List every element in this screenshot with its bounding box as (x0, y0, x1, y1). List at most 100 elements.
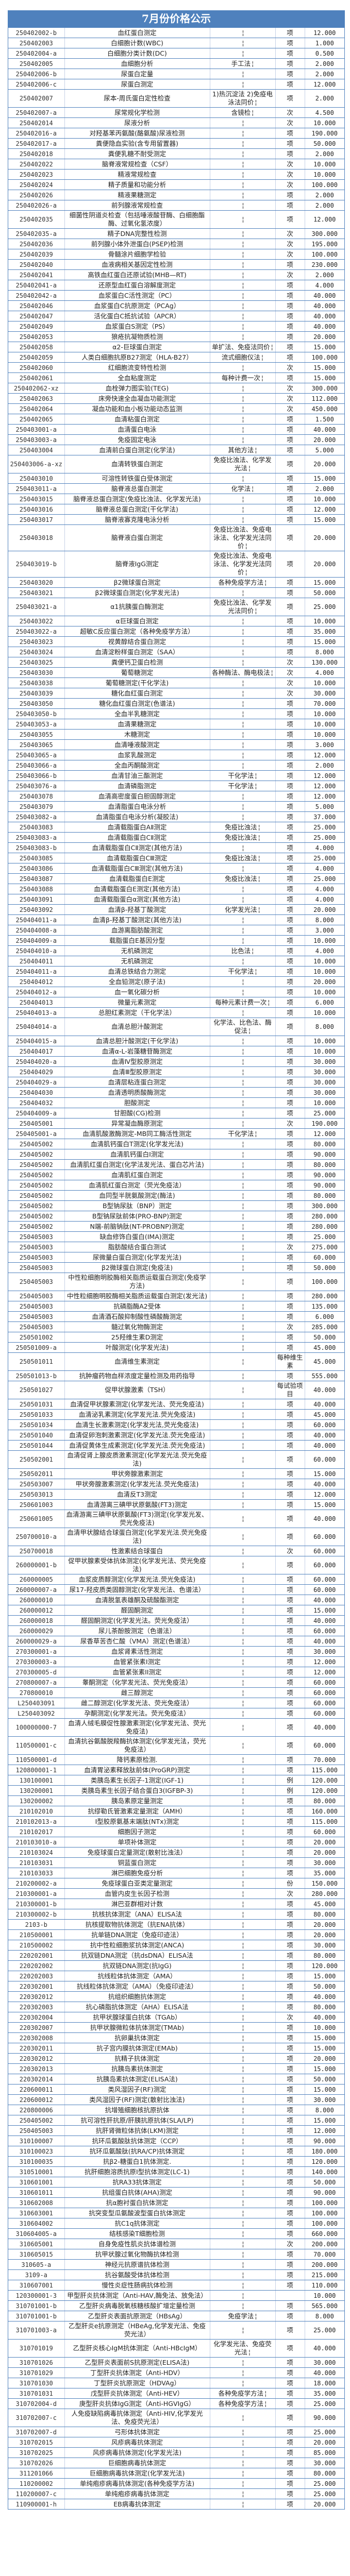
item-code: 310702025 (8, 2447, 64, 2458)
item-note (209, 587, 275, 598)
item-code: 250404030 (8, 1087, 64, 1098)
item-unit: 项 (275, 1646, 305, 1657)
item-name: 免疫固定电泳 (64, 434, 210, 445)
item-price: 12.000 (304, 1489, 344, 1500)
item-code: 250402005 (8, 58, 64, 69)
item-price: 35.000 (304, 2388, 344, 2399)
item-note (209, 1291, 275, 1301)
item-unit: 项 (275, 473, 305, 484)
table-row: 250404013微量元素测定每种元素计费一次项6.000 (8, 997, 344, 1008)
item-unit: 项 (275, 832, 305, 843)
item-unit: 项 (275, 1708, 305, 1719)
item-note: 1)热沉淀法 2)免疫电泳法同价 (209, 89, 275, 108)
item-price: 215.000 (304, 2269, 344, 2280)
item-price: 40.000 (304, 1615, 344, 1626)
table-row: 250402061全血粘度测定每种计费一次项15.000 (8, 372, 344, 383)
item-note: 化学发光法、免疫荧光法 (209, 2339, 275, 2358)
item-price: 100.000 (304, 1273, 344, 1291)
item-price: 660.000 (304, 2228, 344, 2239)
item-note (209, 2367, 275, 2378)
item-code: 250403017 (8, 514, 64, 525)
item-note (209, 1479, 275, 1489)
item-price: 280.000 (304, 1888, 344, 1899)
item-price: 4.000 (304, 842, 344, 853)
item-price: 20.000 (304, 1929, 344, 1940)
item-note (209, 616, 275, 626)
item-price: 12.000 (304, 2125, 344, 2136)
item-price: 15.000 (304, 2115, 344, 2126)
item-unit: 项 (275, 2022, 305, 2033)
item-unit: 项 (275, 750, 305, 760)
item-unit: 项 (275, 1311, 305, 1322)
item-code: 310601011 (8, 2187, 64, 2198)
item-code: 210103033 (8, 1868, 64, 1878)
item-price: 30.000 (304, 1940, 344, 1951)
item-code: 250403038 (8, 677, 64, 688)
item-note (209, 1929, 275, 1940)
item-code: 250403016 (8, 504, 64, 515)
item-code: 250405003 (8, 1311, 64, 1322)
item-name: 血清甘油三酯测定 (64, 770, 210, 781)
item-name: 丁型肝炎抗原测定（HDVAg） (64, 2378, 210, 2388)
item-price: 25.000 (304, 873, 344, 884)
item-code: 250601005 (8, 1510, 64, 1528)
item-note (209, 2043, 275, 2054)
item-price: 555.000 (304, 1370, 344, 1381)
item-name: 血清唾液酸测定 (64, 739, 210, 750)
item-code: 250402040 (8, 259, 64, 270)
item-code: 310605001 (8, 2239, 64, 2249)
item-code: 250402016-a (8, 128, 64, 139)
item-name: 脑脊液IgG测定 (64, 551, 210, 578)
item-name: 前列腺液常规检查 (64, 200, 210, 211)
item-note (209, 2022, 275, 2033)
item-price: 12.000 (304, 1667, 344, 1677)
item-name: 抗突变型瓜氨酸波型蛋白抗体测定 (64, 2208, 210, 2218)
item-code: 250403066-b (8, 770, 64, 781)
table-row: 310702004-d 庚型肝炎抗体IgG测定（Anti-HGVIgG） 各种免疫学… (8, 2398, 344, 2409)
item-note (209, 1352, 275, 1371)
item-note (209, 1698, 275, 1708)
item-unit: 项 (275, 1273, 305, 1291)
item-name: 还原型血红蛋白溶解度测定 (64, 280, 210, 291)
item-unit: 项 (275, 321, 305, 332)
item-unit: 项 (275, 2249, 305, 2260)
item-note (209, 1409, 275, 1420)
item-code: 250403076-a (8, 781, 64, 791)
item-price: 80.000 (304, 2002, 344, 2012)
item-name: 血清粘蛋白测定 (64, 414, 210, 425)
item-unit: 项 (275, 1584, 305, 1595)
item-unit: 项 (275, 1556, 305, 1574)
item-price: 20.000 (304, 331, 344, 342)
item-name: 甲状旁腺激素测定(化学发光法.荧光免疫法) (64, 1479, 210, 1489)
item-price: 25.000 (304, 2398, 344, 2409)
item-note (209, 424, 275, 435)
item-name: 血清α-L-岩藻糖苷酶测定 (64, 1046, 210, 1057)
item-code: 250405002 (8, 1200, 64, 1211)
item-note (209, 2125, 275, 2136)
item-price: 80.000 (304, 1190, 344, 1201)
item-name: 髓过氧化物酶测定 (64, 1321, 210, 1332)
item-price: 115.000 (304, 1816, 344, 1827)
item-note (209, 1677, 275, 1688)
item-unit: 项 (275, 1698, 305, 1708)
item-name: 抗双链DNA测定（抗dsDNA）ELISA法 (64, 1950, 210, 1961)
item-unit: 项 (275, 1419, 305, 1430)
item-name: 抗核提取物抗体测定（抗ENA抗体） (64, 1919, 210, 1930)
item-code: 2103-b (8, 1919, 64, 1930)
item-price: 300.000 (304, 1200, 344, 1211)
item-name: 脑脊液总蛋白测定(干化学法) (64, 504, 210, 515)
item-name: 神经元抗原谱抗体检测 (64, 2259, 210, 2270)
item-unit: 项 (275, 822, 305, 833)
item-note (209, 138, 275, 149)
